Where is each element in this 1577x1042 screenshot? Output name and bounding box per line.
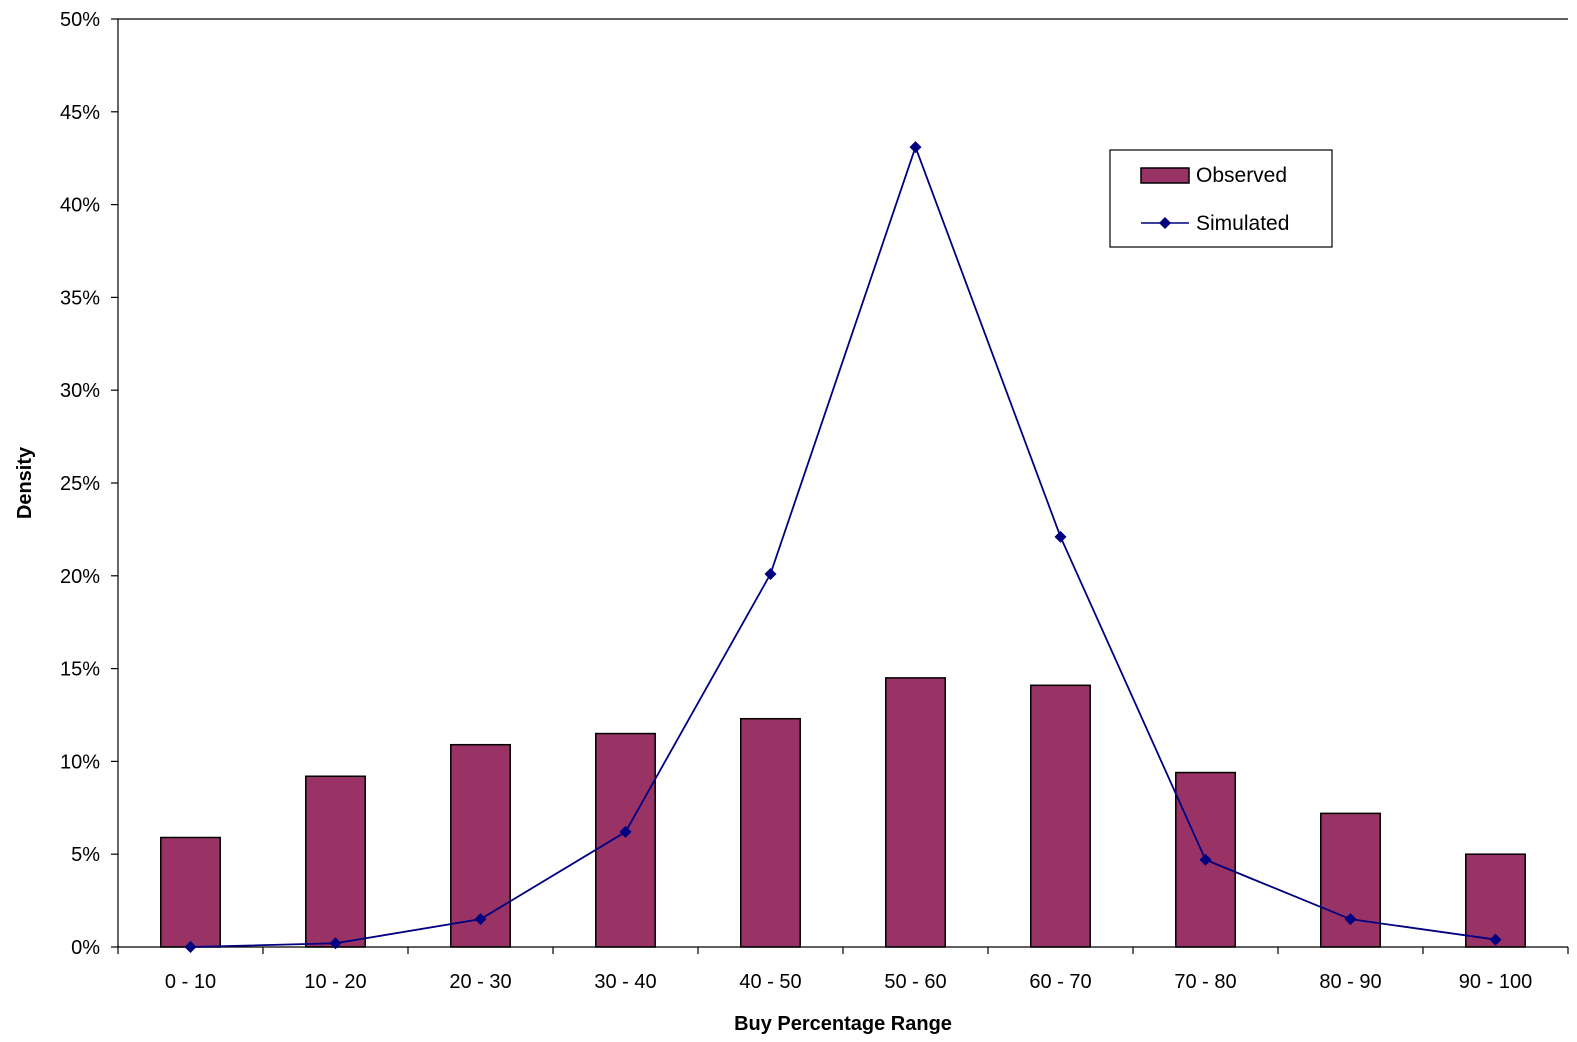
marker-simulated-7	[1199, 853, 1212, 866]
bar-observed-3	[595, 732, 656, 948]
y-axis-title: Density	[14, 446, 36, 519]
x-tick-label-5: 50 - 60	[884, 971, 946, 993]
marker-simulated-4	[764, 567, 777, 580]
x-tick-label-9: 90 - 100	[1459, 971, 1532, 993]
x-axis-title: Buy Percentage Range	[734, 1013, 952, 1035]
x-tick-label-6: 60 - 70	[1029, 971, 1091, 993]
line-simulated	[190, 144, 1496, 948]
x-tick-label-4: 40 - 50	[739, 971, 801, 993]
bar-observed-9	[1465, 853, 1526, 948]
x-tick-label-2: 20 - 30	[449, 971, 511, 993]
marker-simulated-8	[1344, 913, 1357, 926]
x-tick-label-7: 70 - 80	[1174, 971, 1236, 993]
marker-simulated-1	[329, 937, 342, 950]
marker-simulated-9	[1489, 933, 1502, 946]
marker-simulated-2	[474, 913, 487, 926]
bar-observed-4	[740, 717, 801, 948]
bar-observed-5	[885, 677, 946, 948]
x-tick-label-0: 0 - 10	[165, 971, 216, 993]
marker-simulated-0	[184, 941, 197, 953]
legend-box	[1109, 149, 1333, 248]
legend-marker-simulated	[1159, 217, 1171, 229]
y-tick-label-8: 40%	[60, 195, 100, 217]
bar-observed-6	[1030, 684, 1091, 948]
x-tick-label-3: 30 - 40	[594, 971, 656, 993]
marker-simulated-6	[1054, 530, 1067, 543]
marker-simulated-3	[619, 825, 632, 838]
y-tick-label-7: 35%	[60, 287, 100, 309]
y-tick-label-5: 25%	[60, 473, 100, 495]
y-tick-label-2: 10%	[60, 751, 100, 773]
x-tick-label-1: 10 - 20	[304, 971, 366, 993]
legend-swatch-observed	[1140, 167, 1190, 184]
y-tick-label-1: 5%	[71, 844, 100, 866]
bar-observed-1	[305, 775, 366, 948]
y-tick-label-3: 15%	[60, 659, 100, 681]
legend-label-simulated: Simulated	[1196, 212, 1289, 235]
marker-simulated-5	[909, 141, 922, 154]
y-tick-label-10: 50%	[60, 9, 100, 31]
y-tick-label-6: 30%	[60, 380, 100, 402]
bar-observed-0	[160, 836, 221, 948]
legend-label-observed: Observed	[1196, 164, 1287, 187]
bar-observed-8	[1320, 812, 1381, 948]
plot-area: 0% 5% 10% 15% 20% 25% 30% 35% 40% 45% 50% 0 - 10 10 …	[60, 9, 1569, 993]
y-tick-label-9: 45%	[60, 102, 100, 124]
x-tick-label-8: 80 - 90	[1319, 971, 1381, 993]
y-tick-label-0: 0%	[71, 937, 100, 959]
legend: Observed Simulated	[1109, 149, 1333, 248]
y-tick-label-4: 20%	[60, 566, 100, 588]
